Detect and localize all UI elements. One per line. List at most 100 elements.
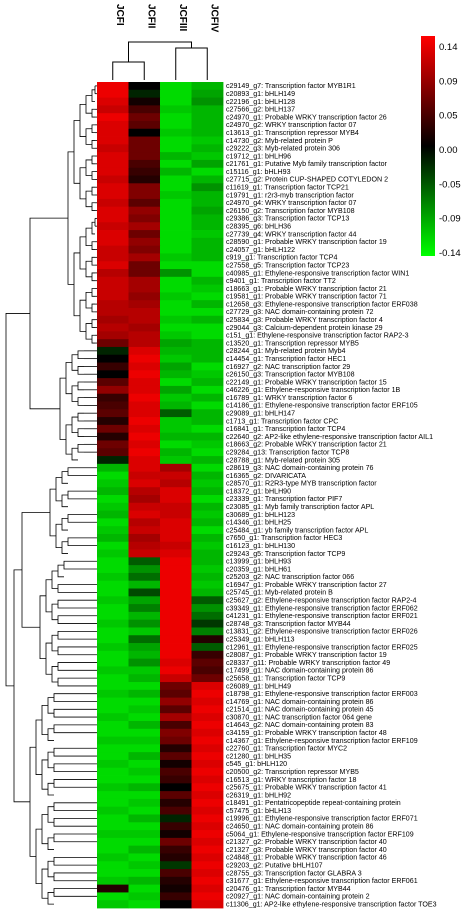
heatmap-cell	[128, 845, 161, 854]
heatmap-cell	[160, 643, 192, 652]
heatmap-cell	[128, 619, 161, 628]
heatmap-cell	[191, 861, 224, 870]
heatmap-cell	[128, 588, 161, 597]
row-label: c11619_g1: Transcription factor TCP21	[226, 184, 349, 192]
heatmap-cell	[191, 253, 224, 262]
heatmap-cell	[97, 713, 129, 722]
heatmap-cell	[97, 144, 129, 153]
heatmap-cell	[191, 206, 224, 215]
dendrogram-branch	[53, 724, 60, 734]
heatmap-cell	[191, 152, 224, 161]
row-label: c11306_g1: AP2-like ethylene-responsive …	[226, 900, 437, 908]
heatmap-cell	[128, 370, 161, 379]
heatmap-cell	[160, 884, 192, 893]
heatmap-cell	[160, 323, 192, 332]
dendrogram-branch	[65, 362, 72, 395]
heatmap-cell	[97, 284, 129, 293]
heatmap-cell	[128, 720, 161, 730]
heatmap-cell	[160, 432, 192, 441]
row-label: c29386_g3: Transcription factor TCP13	[226, 215, 349, 223]
heatmap-cell	[160, 892, 192, 901]
heatmap-cell	[97, 736, 129, 745]
color-scale-tick-label: 0.05	[439, 111, 458, 122]
heatmap-cell	[97, 253, 129, 262]
heatmap-cell	[97, 791, 129, 800]
heatmap-cell	[160, 409, 192, 418]
dendrogram-branch	[51, 570, 58, 589]
heatmap-cell	[191, 144, 224, 153]
heatmap-cell	[128, 362, 161, 371]
row-label: c28748_g3: Transcription factor MYB44	[226, 620, 351, 628]
row-label: c26089_g1: bHLH49	[226, 682, 291, 690]
heatmap-cell	[128, 479, 161, 488]
heatmap-cell	[191, 354, 224, 363]
heatmap-cell	[97, 269, 129, 278]
heatmap-cell	[191, 541, 224, 550]
heatmap-cell	[191, 136, 224, 145]
heatmap-cell	[97, 448, 129, 457]
row-label: c17499_g1: NAC domain-containing protein…	[226, 667, 374, 675]
heatmap-cell	[191, 432, 224, 441]
heatmap-cell	[97, 869, 129, 878]
heatmap-cell	[97, 393, 129, 402]
row-label: c14454_g1: Transcription factor HEC1	[226, 355, 346, 363]
heatmap-cell	[160, 572, 192, 582]
heatmap-cell	[128, 752, 161, 761]
dendrogram-branch	[91, 272, 95, 282]
row-label: c29149_g7: Transcription factor MYB1R1	[226, 82, 356, 90]
heatmap-cell	[97, 611, 129, 621]
heatmap-cell	[97, 401, 129, 410]
row-label: c28788_g1: Myb-related protein 305	[226, 456, 340, 464]
row-label: c16123_g1: bHLH130	[226, 542, 295, 550]
heatmap-cell	[97, 541, 129, 550]
dendrogram-branch	[53, 856, 60, 866]
row-label: c13999_g1: bHLH93	[226, 558, 291, 566]
heatmap-cell	[97, 424, 129, 434]
heatmap-cell	[128, 830, 161, 839]
heatmap-cell	[128, 884, 161, 893]
heatmap-cell	[160, 401, 192, 410]
heatmap-cell	[191, 518, 224, 527]
heatmap-cell	[128, 635, 161, 644]
heatmap-cell	[160, 191, 192, 200]
heatmap-cell	[97, 167, 129, 176]
heatmap-cell	[160, 752, 192, 761]
heatmap-cell	[97, 175, 129, 184]
row-label: c25834_g3: Probable WRKY transcription f…	[226, 316, 383, 324]
heatmap-cell	[191, 448, 224, 457]
row-label: c545_g1: bHLH120	[226, 760, 287, 768]
heatmap-cell	[97, 549, 129, 558]
dendrogram-branch	[57, 662, 64, 671]
dendrogram-branch	[77, 412, 84, 422]
dendrogram-branch	[47, 837, 54, 850]
heatmap-cell	[160, 853, 192, 862]
heatmap-cell	[160, 557, 192, 566]
heatmap-cell	[160, 206, 192, 215]
row-label: c28619_g3: NAC domain-containing protein…	[226, 464, 374, 472]
heatmap-cell	[97, 346, 129, 356]
row-label: c14367_g1: Ethylene-responsive transcrip…	[226, 737, 418, 745]
heatmap-cell	[97, 876, 129, 886]
heatmap-cell	[160, 580, 192, 589]
dendrogram-branch	[91, 319, 95, 328]
heatmap-cell	[97, 300, 129, 309]
heatmap-cell	[160, 253, 192, 262]
heatmap-cell	[97, 113, 129, 122]
heatmap-cell	[97, 354, 129, 363]
heatmap-cell	[128, 354, 161, 363]
heatmap-cell	[191, 385, 224, 395]
heatmap-cell	[97, 323, 129, 332]
heatmap-cell	[191, 222, 224, 231]
heatmap-cell	[191, 557, 224, 566]
heatmap-cell	[160, 120, 192, 130]
heatmap-cell	[191, 378, 224, 387]
heatmap-cell	[160, 604, 192, 613]
heatmap-cell	[128, 892, 161, 901]
heatmap-cell	[191, 463, 224, 473]
heatmap-cell	[97, 658, 129, 667]
row-label: c19996_g1: Ethylene-responsive transcrip…	[226, 815, 418, 823]
row-label: c25675_g1: Probable WRKY transcription f…	[226, 784, 387, 792]
heatmap-cell	[191, 167, 224, 176]
heatmap-cell	[160, 588, 192, 597]
color-scale-legend: 0.14 0.09 0.05 0.00 -0.05 -0.09 -0.14	[421, 36, 461, 259]
